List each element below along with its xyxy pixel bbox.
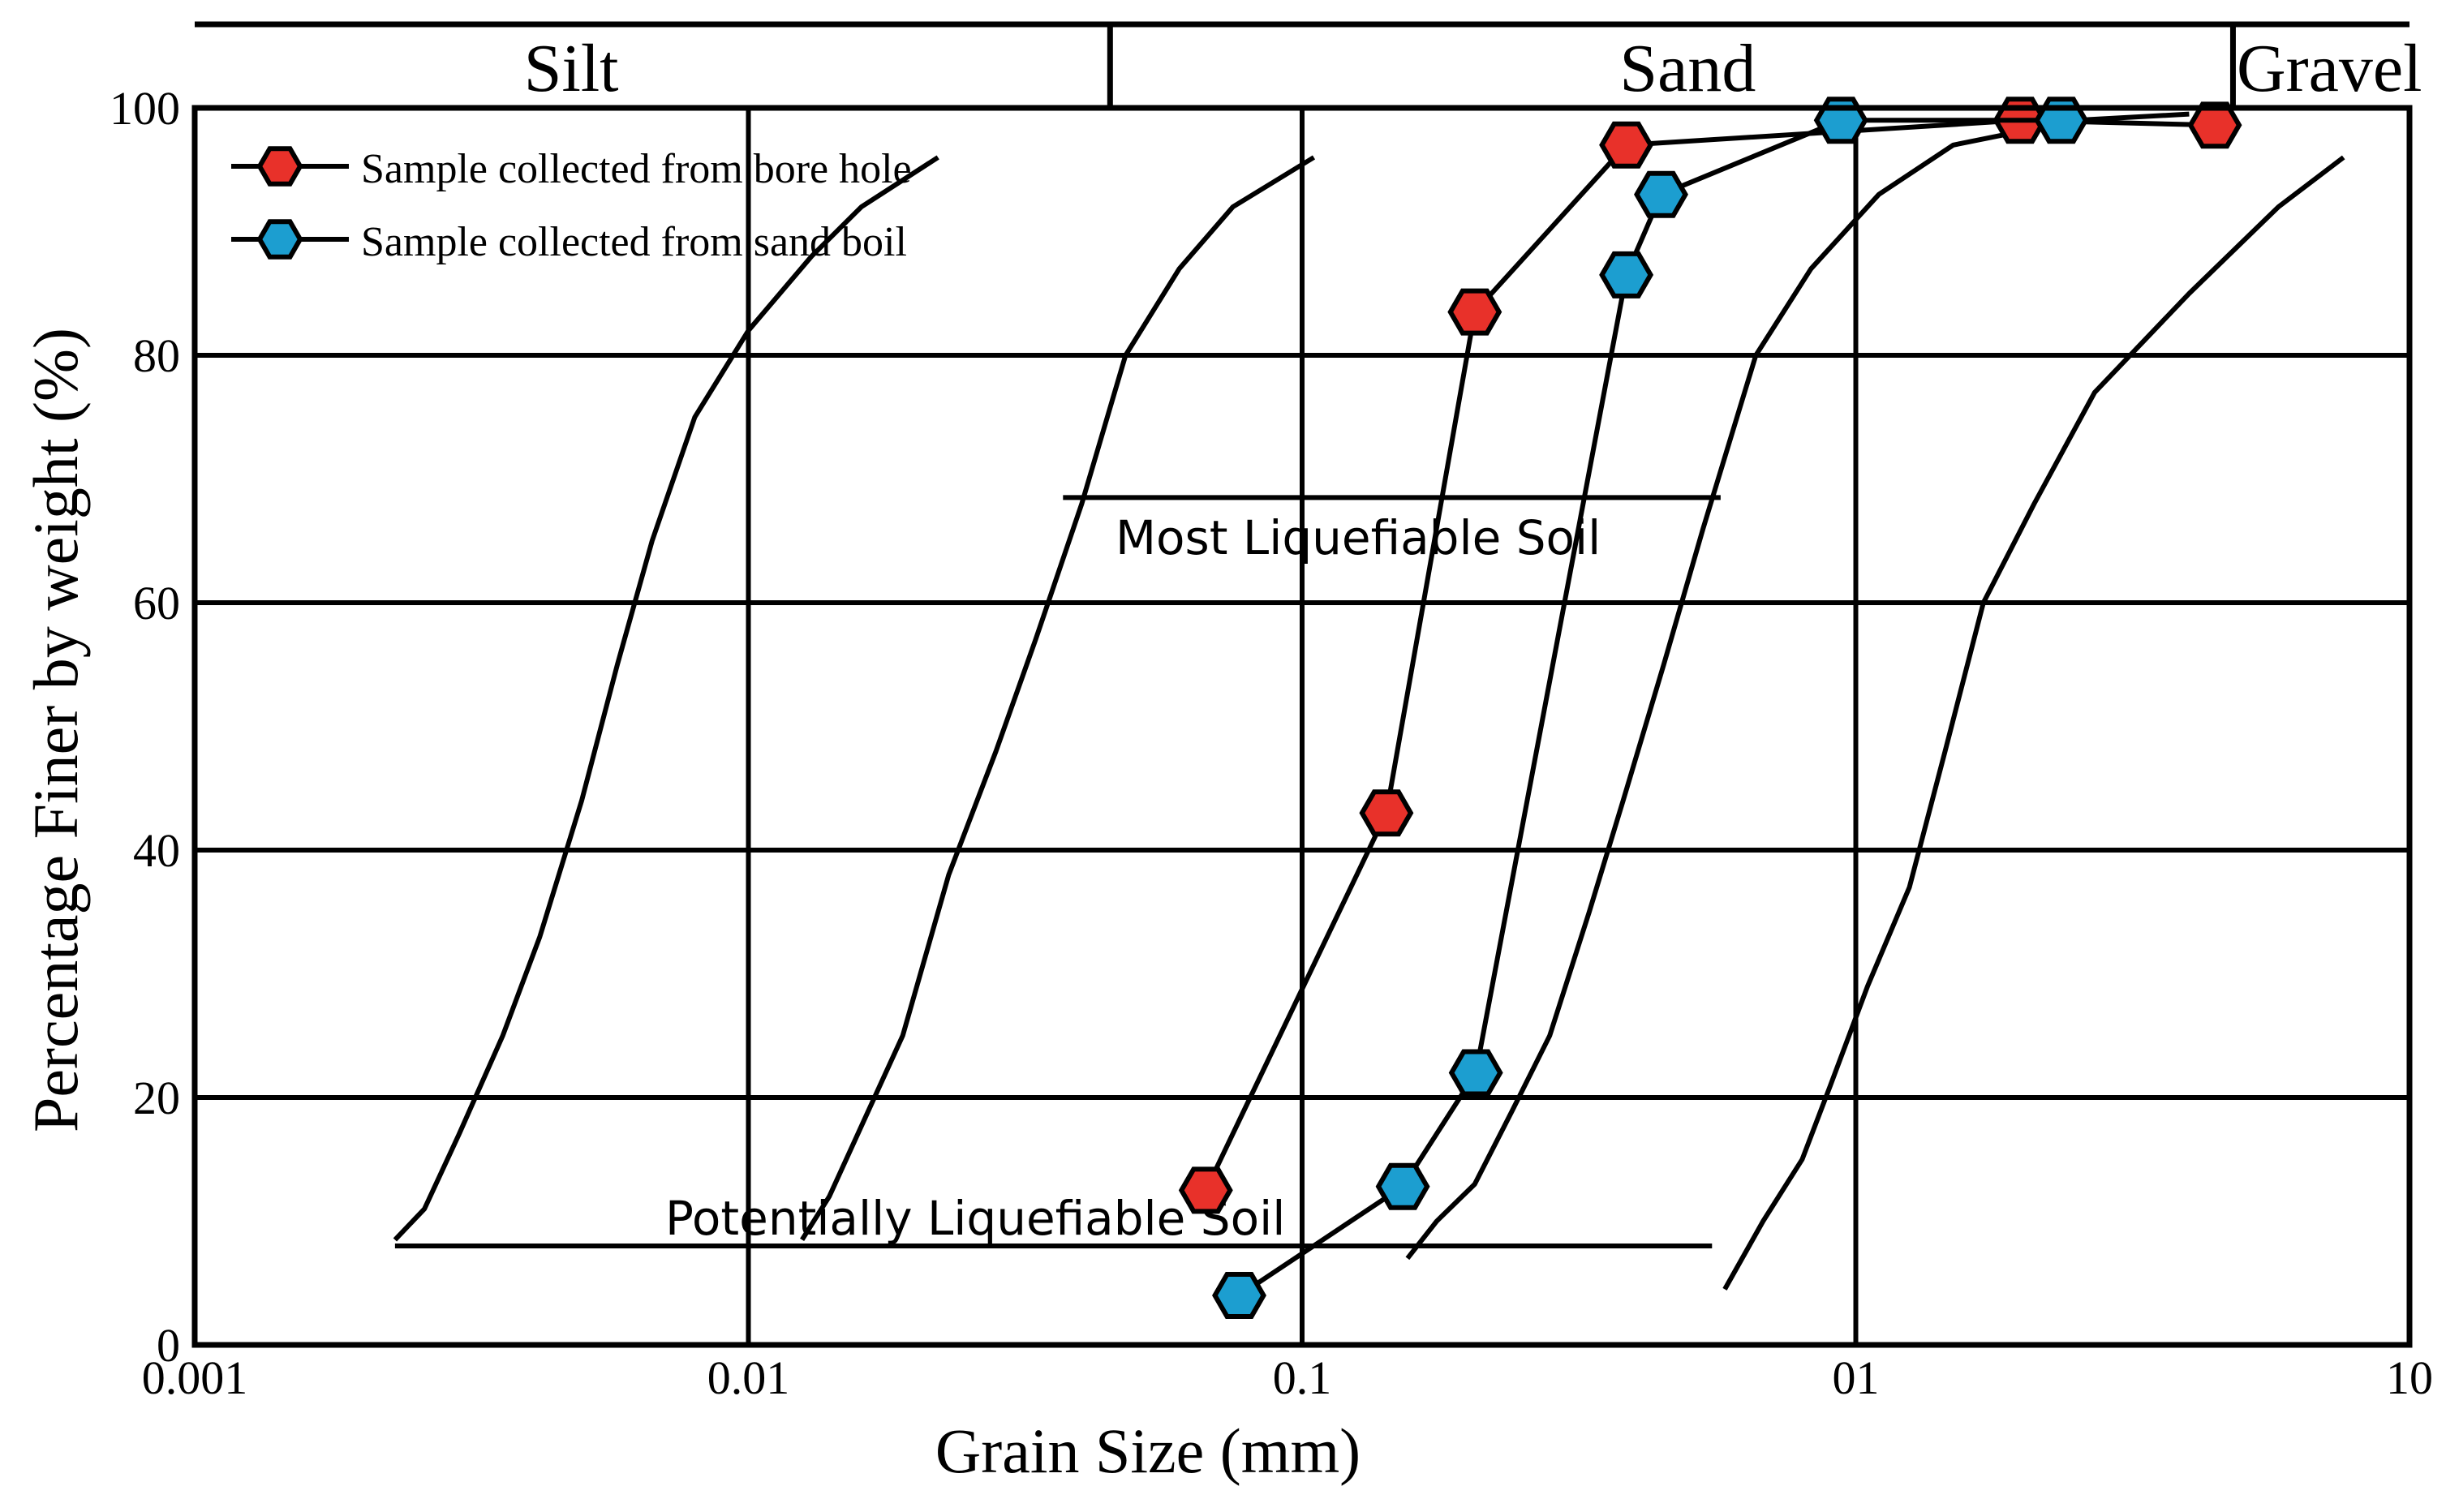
grid-lines bbox=[195, 108, 2409, 1345]
data-point bbox=[1178, 1166, 1233, 1214]
y-tick-label: 40 bbox=[133, 824, 180, 877]
y-tick-label: 80 bbox=[133, 329, 180, 382]
legend-marker-sample-collected-from-sand-boil bbox=[256, 219, 303, 260]
x-tick-label: 10 bbox=[2386, 1351, 2433, 1404]
envelope-curves bbox=[393, 111, 2345, 1291]
legend-marker-sample-collected-from-bore-hole bbox=[256, 146, 303, 187]
soil-class-label-sand: Sand bbox=[1619, 31, 1756, 106]
y-axis-title: Percentage Finer by weight (%) bbox=[20, 328, 91, 1132]
data-point bbox=[1359, 789, 1414, 837]
data-point bbox=[1599, 121, 1654, 169]
data-point bbox=[1447, 288, 1502, 336]
envelope-curve-1 bbox=[393, 155, 939, 1242]
y-tick-label: 0 bbox=[157, 1319, 180, 1372]
zone-label-most-liquefiable-soil: Most Liquefiable Soil bbox=[1116, 510, 1601, 565]
envelope-curve-4 bbox=[1722, 155, 2345, 1291]
x-tick-label: 0.1 bbox=[1273, 1351, 1332, 1404]
data-point bbox=[1634, 170, 1688, 218]
data-point bbox=[1212, 1272, 1266, 1319]
legend: Sample collected from bore hole Sample co… bbox=[231, 146, 912, 265]
data-point bbox=[2187, 101, 2242, 149]
soil-class-label-gravel: Gravel bbox=[2237, 31, 2422, 106]
series-line bbox=[1203, 118, 2216, 1192]
soil-class-label-silt: Silt bbox=[524, 31, 619, 106]
y-tick-labels: 0 20 40 60 80 100 bbox=[110, 82, 180, 1372]
liquefaction-zones: Most Liquefiable Soil Potentially Liquefi… bbox=[394, 495, 1721, 1248]
sample-series bbox=[1178, 97, 2242, 1319]
data-point bbox=[1599, 251, 1654, 299]
envelope-curve-3 bbox=[1405, 111, 2190, 1261]
series-sample-collected-from-bore-hole bbox=[1178, 97, 2242, 1214]
x-tick-label: 0.001 bbox=[142, 1351, 248, 1404]
x-tick-label: 01 bbox=[1833, 1351, 1880, 1404]
y-tick-label: 20 bbox=[133, 1072, 180, 1124]
envelope-curve-2 bbox=[800, 155, 1316, 1241]
data-point bbox=[1375, 1162, 1430, 1210]
x-tick-label: 0.01 bbox=[707, 1351, 790, 1404]
x-axis-title: Grain Size (mm) bbox=[935, 1415, 1361, 1486]
y-tick-label: 60 bbox=[133, 577, 180, 629]
data-point bbox=[1448, 1049, 1503, 1097]
soil-class-band: Silt Sand Gravel bbox=[195, 21, 2422, 108]
x-tick-labels: 0.001 0.01 0.1 01 10 bbox=[142, 1351, 2433, 1404]
y-tick-label: 100 bbox=[110, 82, 180, 135]
legend-label-sample-collected-from-bore-hole: Sample collected from bore hole bbox=[361, 146, 912, 192]
zone-label-potentially-liquefiable-soil: Potentially Liquefiable Soil bbox=[665, 1191, 1285, 1246]
legend-label-sample-collected-from-sand-boil: Sample collected from sand boil bbox=[361, 219, 907, 265]
plot-frame bbox=[191, 105, 2413, 1348]
